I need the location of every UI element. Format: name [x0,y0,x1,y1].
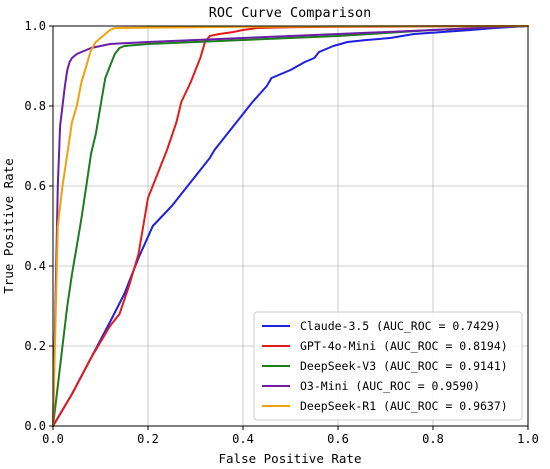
x-axis-ticks: 0.0 0.2 0.4 0.6 0.8 1.0 [42,426,539,446]
x-tick-label: 0.4 [232,432,254,446]
y-tick-label: 0.4 [24,259,46,273]
legend-entry-label: O3-Mini (AUC_ROC = 0.9590) [300,379,480,393]
x-tick-label: 0.2 [137,432,159,446]
y-tick-label: 0.6 [24,179,46,193]
y-tick-label: 0.8 [24,99,46,113]
plot-lines [52,25,529,427]
y-tick-label: 0.0 [24,419,46,433]
legend-entry-label: GPT-4o-Mini (AUC_ROC = 0.8194) [300,339,508,353]
series-line-1 [52,25,529,427]
x-axis-title: False Positive Rate [219,451,362,466]
y-tick-label: 1.0 [24,19,46,33]
legend-entry-label: Claude-3.5 (AUC_ROC = 0.7429) [300,319,501,333]
y-axis-ticks: 0.0 0.2 0.4 0.6 0.8 1.0 [24,19,53,433]
y-tick-label: 0.2 [24,339,46,353]
legend-box [253,311,523,421]
legend-entry-label: DeepSeek-R1 (AUC_ROC = 0.9637) [300,399,508,413]
series-line-3 [52,25,529,427]
series-line-2 [52,25,529,427]
x-tick-label: 0.8 [422,432,444,446]
x-tick-label: 0.0 [42,432,64,446]
legend-entry-label: DeepSeek-V3 (AUC_ROC = 0.9141) [300,359,508,373]
plot-frame [52,25,529,427]
chart-title: ROC Curve Comparison [209,5,372,21]
x-tick-label: 0.6 [327,432,349,446]
y-axis-title: True Positive Rate [1,158,16,293]
legend: Claude-3.5 (AUC_ROC = 0.7429) GPT-4o-Mini… [253,311,523,421]
series-line-4 [52,25,529,427]
x-tick-label: 1.0 [517,432,539,446]
